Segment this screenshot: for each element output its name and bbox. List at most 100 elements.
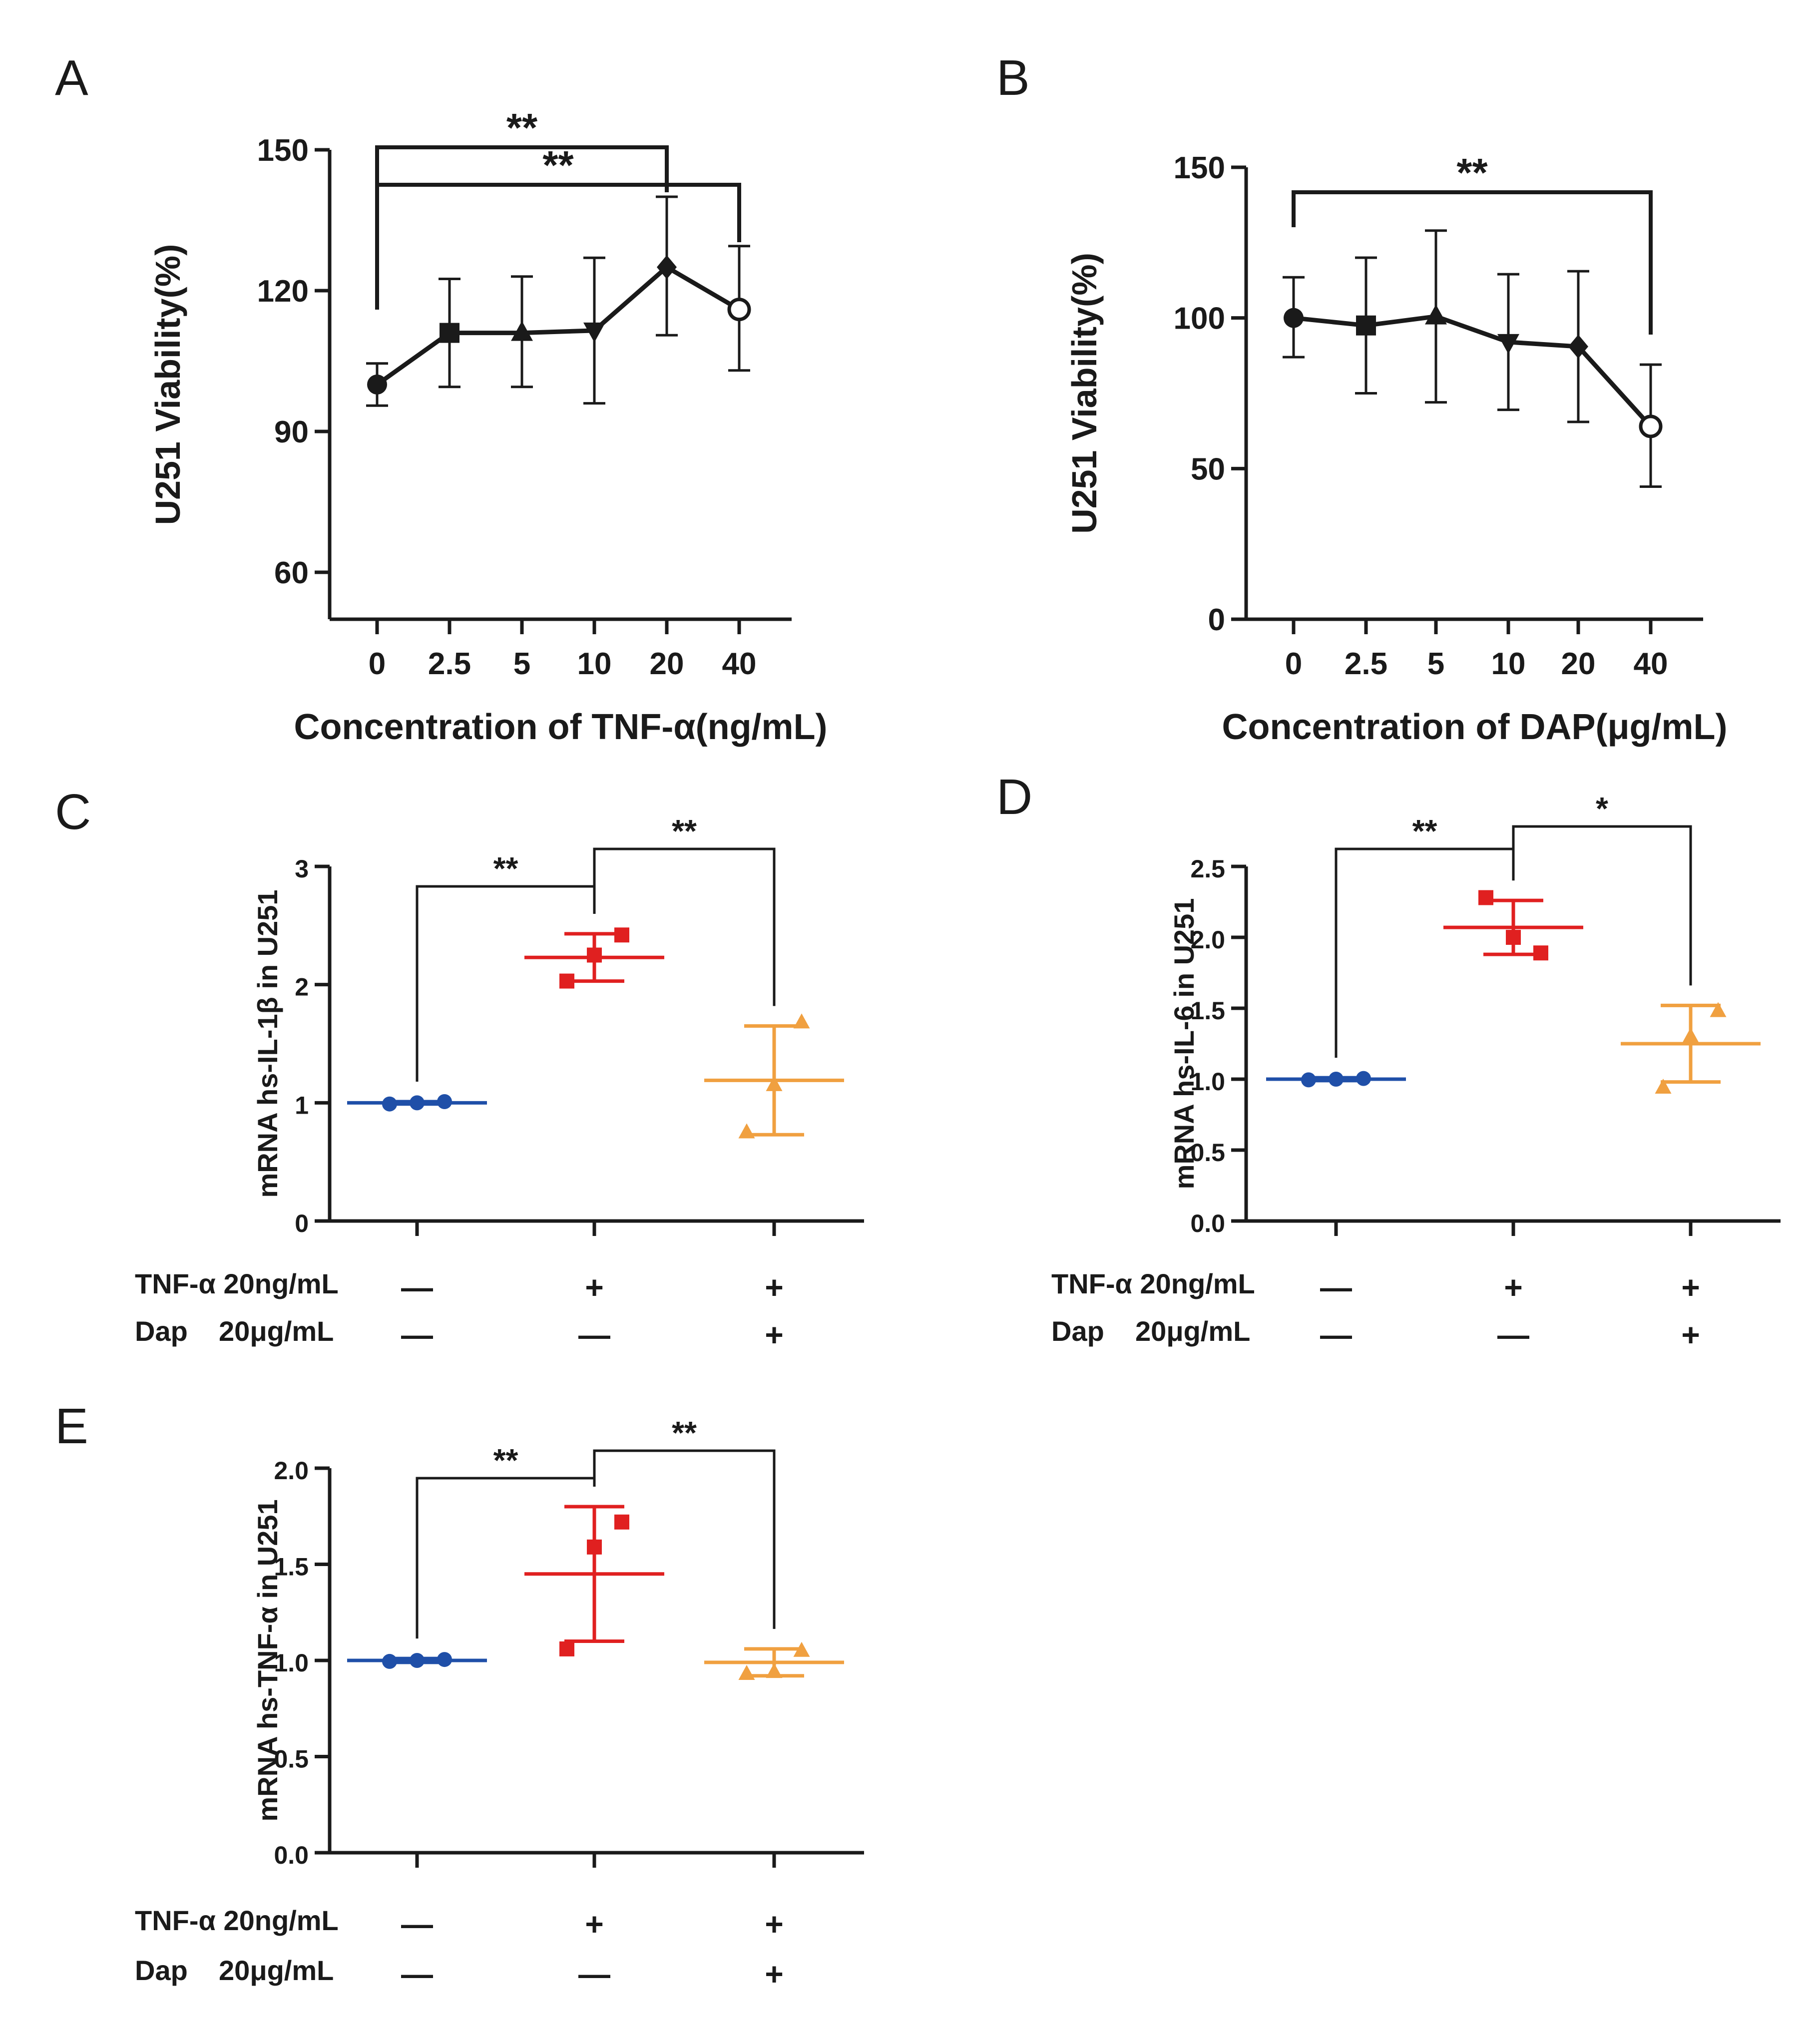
data-point [410, 1653, 425, 1668]
treatment-sign: + [585, 1906, 603, 1942]
y-tick-label: 60 [274, 556, 309, 590]
data-point [559, 1641, 574, 1656]
panel-e: E 0.0 0.5 1.0 1.5 2.0 mRNA hs-TNF-α in U251 ** *… [55, 1398, 864, 1992]
treatment-sign: — [401, 1906, 433, 1942]
y-axis-label: mRNA hs-TNF-α in U251 [252, 1499, 283, 1821]
significance-label: ** [1456, 150, 1488, 195]
y-axis-label: mRNA hs-IL-1β in U251 [252, 889, 283, 1198]
x-tick-label: 0 [1285, 647, 1302, 681]
data-point [1301, 1072, 1316, 1088]
data-point [738, 1123, 755, 1139]
data-point [382, 1653, 397, 1669]
y-tick-label: 3 [295, 855, 309, 883]
data-point [614, 927, 629, 943]
data-point [1533, 945, 1548, 961]
treatment-sign: + [765, 1906, 783, 1942]
treatment-sign: — [401, 1956, 433, 1992]
data-point [559, 973, 574, 989]
significance-label: ** [1412, 813, 1437, 849]
significance-label: ** [493, 1442, 518, 1478]
treatment-sign: — [578, 1317, 610, 1353]
y-axis-label: mRNA hs-IL-6 in U251 [1168, 898, 1200, 1190]
significance-label: ** [542, 143, 574, 187]
y-tick-label: 0 [295, 1210, 309, 1237]
treatment-sign: + [1504, 1269, 1522, 1305]
data-point [614, 1514, 629, 1530]
treatment-sign: — [1320, 1269, 1352, 1305]
significance-bracket [593, 1449, 776, 1629]
data-point [1710, 1002, 1727, 1017]
treatment-sign: — [1497, 1317, 1529, 1353]
treatment-sign: + [1681, 1269, 1700, 1305]
x-tick-label: 10 [1491, 647, 1526, 681]
data-point [410, 1095, 425, 1111]
y-tick-label: 100 [1174, 302, 1225, 336]
panel-b: B 0 50 100 150 U251 Viability(%) 0 2.5 5 10 20 40 Co… [996, 50, 1727, 747]
series-line [1293, 314, 1653, 428]
data-point [1497, 334, 1519, 354]
data-point [1329, 1072, 1344, 1087]
data-point [1478, 890, 1493, 905]
x-axis-label: Concentration of TNF-α(ng/mL) [294, 707, 827, 747]
series-line [376, 264, 741, 387]
y-tick-label: 150 [257, 133, 309, 168]
data-point [1506, 930, 1521, 945]
data-point [1655, 1079, 1672, 1094]
data-point [766, 1076, 783, 1091]
data-point [1639, 414, 1663, 438]
x-tick-label: 40 [722, 647, 757, 681]
y-tick-label: 2 [295, 973, 309, 1001]
significance-label: * [1596, 791, 1608, 826]
y-tick-label: 2.0 [1190, 926, 1225, 954]
treatment-sign: — [1320, 1317, 1352, 1353]
y-tick-label: 2.0 [274, 1457, 309, 1485]
treatment-label: Dap 20μg/mL [135, 1315, 334, 1347]
data-point [1568, 334, 1588, 359]
x-axis-label: Concentration of DAP(μg/mL) [1222, 707, 1728, 747]
data-point [587, 1539, 602, 1555]
data-point [437, 1094, 452, 1109]
x-tick-label: 20 [1561, 647, 1596, 681]
panel-letter: D [996, 769, 1032, 825]
data-point [382, 1096, 397, 1112]
panel-d: D 0.0 0.5 1.0 1.5 2.0 2.5 mRNA hs-IL-6 in U251 *… [996, 769, 1781, 1353]
x-tick-label: 10 [577, 647, 612, 681]
significance-bracket [416, 1477, 596, 1639]
y-tick-label: 2.5 [1190, 855, 1225, 883]
treatment-sign: + [585, 1269, 603, 1305]
y-tick-label: 1.5 [274, 1553, 309, 1581]
y-tick-label: 0 [1208, 603, 1225, 637]
data-point [657, 255, 677, 279]
y-tick-label: 1.0 [274, 1649, 309, 1677]
treatment-sign: + [765, 1269, 783, 1305]
treatment-label: TNF-α 20ng/mL [135, 1905, 339, 1936]
panel-letter: C [55, 784, 91, 840]
panel-a: A 60 90 120 150 U251 Viability(%) 0 2.5 5 10 20 40 C… [55, 50, 828, 747]
significance-label: ** [493, 850, 518, 886]
x-tick-label: 40 [1634, 647, 1668, 681]
y-axis-label: U251 Viability(%) [148, 244, 187, 525]
panel-letter: E [55, 1398, 88, 1454]
panel-c: C 0 1 2 3 mRNA hs-IL-1β in U251 ** ** TNF-α 20ng… [55, 784, 864, 1353]
y-tick-label: 0.0 [1190, 1210, 1225, 1237]
data-point [587, 947, 602, 963]
data-point [367, 375, 387, 395]
data-point [1425, 304, 1447, 325]
x-tick-label: 5 [513, 647, 530, 681]
x-tick-label: 2.5 [428, 647, 471, 681]
data-point [738, 1664, 755, 1680]
data-point [1356, 1071, 1371, 1086]
data-point [727, 298, 751, 322]
data-point [766, 1663, 783, 1678]
x-tick-label: 2.5 [1345, 647, 1387, 681]
y-tick-label: 90 [274, 415, 309, 449]
significance-bracket [1292, 190, 1653, 335]
significance-bracket [375, 145, 669, 310]
treatment-sign: — [578, 1956, 610, 1992]
significance-label: ** [672, 1415, 697, 1451]
data-point [1356, 315, 1376, 336]
data-point [511, 321, 533, 341]
data-point [793, 1013, 810, 1029]
treatment-label: Dap 20μg/mL [1051, 1315, 1250, 1347]
